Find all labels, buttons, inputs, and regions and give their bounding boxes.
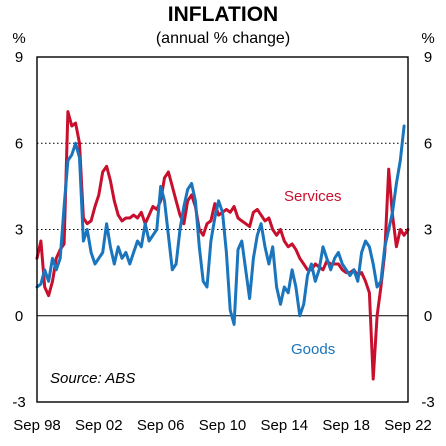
y-tick-label-right: 6 [424,135,432,152]
y-tick-label-left: 6 [15,135,23,152]
x-tick-label: Sep 14 [261,417,309,434]
gridlines [37,142,408,230]
y-tick-label-right: 9 [424,49,432,66]
x-tick-label: Sep 02 [75,417,123,434]
y-tick-label-right: 0 [424,308,432,325]
y-tick-label-left: 0 [15,308,23,325]
y-tick-label-right: -3 [421,394,434,411]
goods-label: Goods [291,341,335,358]
y-axis-unit-right: % [421,30,434,47]
chart-title: INFLATION [168,3,278,26]
y-tick-label-left: -3 [12,394,25,411]
y-tick-label-left: 9 [15,49,23,66]
x-tick-labels: Sep 98 Sep 02 Sep 06 Sep 10 Sep 14 Sep 18 Sep … [13,417,432,434]
x-tick-label: Sep 18 [322,417,370,434]
series-lines [35,110,410,381]
x-tick-label: Sep 10 [199,417,247,434]
y-tick-label-right: 3 [424,222,432,239]
x-tick-label: Sep 98 [13,417,61,434]
series-line-goods [35,124,406,326]
y-tick-label-left: 3 [15,222,23,239]
x-tick-label: Sep 22 [384,417,432,434]
plot-frame [36,56,409,403]
x-tick-label: Sep 06 [137,417,185,434]
chart-subtitle: (annual % change) [156,30,290,47]
source-note: Source: ABS [50,370,135,387]
services-label: Services [284,188,342,205]
y-axis-unit-left: % [12,30,25,47]
y-tick-labels: -3 -3 0 0 3 3 6 6 9 9 [12,49,434,411]
